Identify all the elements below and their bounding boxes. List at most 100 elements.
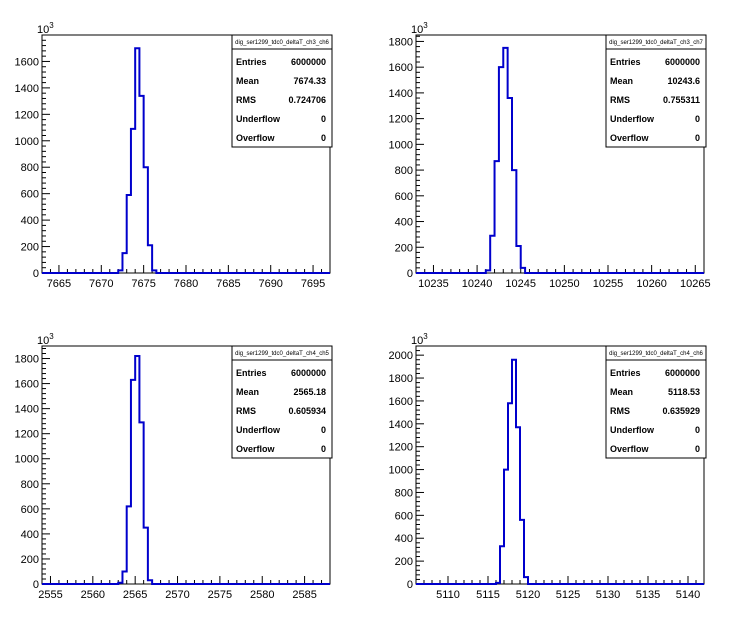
- stats-value: 0.605934: [288, 406, 326, 416]
- stats-label: RMS: [236, 95, 256, 105]
- y-tick-label: 1800: [15, 354, 39, 366]
- x-tick-label: 2585: [292, 589, 316, 601]
- y-tick-label: 800: [21, 479, 39, 491]
- y-tick-label: 800: [21, 162, 39, 174]
- stats-title: dig_ser1299_tdc0_deltaT_ch3_ch7: [609, 40, 703, 46]
- stats-label: Underflow: [610, 114, 655, 124]
- y-tick-label: 400: [395, 217, 413, 229]
- y-tick-label: 0: [33, 579, 39, 591]
- stats-label: Underflow: [236, 114, 281, 124]
- x-tick-label: 2555: [38, 589, 62, 601]
- stats-value: 0: [695, 114, 700, 124]
- y-tick-label: 600: [21, 189, 39, 201]
- stats-value: 6000000: [665, 57, 700, 67]
- x-tick-label: 2580: [250, 589, 274, 601]
- stats-value: 2565.18: [293, 387, 326, 397]
- histogram-panel-1: 7665 7670 7675 7680 7685 7690 7695 0 200 400 600 80…: [15, 21, 333, 290]
- x-tick-label: 10245: [505, 278, 536, 290]
- y-tick-label: 1200: [389, 114, 413, 126]
- x-tick-label: 7670: [89, 278, 113, 290]
- y-tick-label: 1400: [389, 88, 413, 100]
- stats-value: 0: [321, 444, 326, 454]
- y-tick-label: 600: [21, 504, 39, 516]
- y-tick-label: 1400: [15, 83, 39, 95]
- y-tick-label: 1400: [389, 419, 413, 431]
- y-tick-label: 200: [395, 556, 413, 568]
- stats-title: dig_ser1299_tdc0_deltaT_ch4_ch5: [235, 351, 329, 357]
- stats-label: Mean: [236, 387, 259, 397]
- y-tick-label: 400: [395, 533, 413, 545]
- y-tick-label: 1800: [389, 36, 413, 48]
- stats-value: 0: [695, 444, 700, 454]
- x-tick-label: 7675: [131, 278, 155, 290]
- y-multiplier-label: 103: [37, 21, 54, 36]
- stats-box: [605, 34, 707, 148]
- y-tick-label: 0: [407, 579, 413, 591]
- y-tick-label: 1600: [15, 56, 39, 68]
- stats-label: Underflow: [236, 425, 281, 435]
- x-tick-label: 5135: [636, 589, 660, 601]
- x-tick-label: 7690: [258, 278, 282, 290]
- stats-value: 6000000: [291, 57, 326, 67]
- y-tick-label: 1200: [389, 442, 413, 454]
- y-tick-label: 2000: [389, 350, 413, 362]
- x-tick-label: 10255: [593, 278, 624, 290]
- stats-label: Entries: [610, 57, 641, 67]
- histogram-series-line: [416, 358, 704, 585]
- stats-value: 0: [321, 114, 326, 124]
- histogram-series-line: [42, 355, 330, 585]
- stats-label: RMS: [610, 95, 630, 105]
- y-tick-label: 400: [21, 215, 39, 227]
- stats-box: [231, 345, 333, 459]
- stats-value: 0.724706: [288, 95, 326, 105]
- y-tick-label: 1400: [15, 404, 39, 416]
- stats-value: 0: [321, 425, 326, 435]
- stats-label: Entries: [610, 368, 641, 378]
- x-tick-label: 5115: [476, 589, 500, 601]
- x-tick-label: 2570: [165, 589, 189, 601]
- y-tick-label: 1800: [389, 373, 413, 385]
- stats-label: Overflow: [610, 444, 650, 454]
- y-multiplier-label: 103: [37, 332, 54, 347]
- x-tick-label: 7685: [216, 278, 240, 290]
- stats-value: 6000000: [291, 368, 326, 378]
- stats-value: 0: [695, 425, 700, 435]
- x-tick-label: 7665: [47, 278, 71, 290]
- y-tick-label: 1000: [15, 454, 39, 466]
- x-tick-label: 2575: [208, 589, 232, 601]
- stats-label: Entries: [236, 57, 267, 67]
- x-tick-label: 5125: [556, 589, 580, 601]
- stats-value: 0: [321, 133, 326, 143]
- histogram-panel-4: 5110 5115 5120 5125 5130 5135 5140 0 200 400 600 80…: [389, 332, 707, 601]
- y-tick-label: 200: [395, 242, 413, 254]
- y-tick-label: 1000: [15, 136, 39, 148]
- stats-value: 6000000: [665, 368, 700, 378]
- stats-title: dig_ser1299_tdc0_deltaT_ch3_ch6: [235, 40, 329, 46]
- x-tick-label: 10265: [680, 278, 711, 290]
- stats-label: Mean: [236, 76, 259, 86]
- x-tick-label: 7695: [301, 278, 325, 290]
- stats-label: RMS: [236, 406, 256, 416]
- x-tick-label: 10240: [462, 278, 493, 290]
- x-tick-label: 7680: [174, 278, 198, 290]
- y-tick-label: 200: [21, 554, 39, 566]
- y-tick-label: 800: [395, 165, 413, 177]
- histogram-panel-2: 10235 10240 10245 10250 10255 10260 10265 0 200 4…: [389, 21, 711, 290]
- histogram-series-line: [42, 47, 330, 274]
- x-tick-label: 2560: [81, 589, 105, 601]
- y-multiplier-label: 103: [411, 332, 428, 347]
- y-tick-label: 600: [395, 510, 413, 522]
- y-tick-label: 1600: [15, 379, 39, 391]
- histogram-panel-3: 2555 2560 2565 2570 2575 2580 2585 0 200 400 600 80…: [15, 332, 333, 601]
- x-tick-label: 2565: [123, 589, 147, 601]
- y-tick-label: 1000: [389, 465, 413, 477]
- y-tick-label: 1200: [15, 429, 39, 441]
- stats-label: RMS: [610, 406, 630, 416]
- y-tick-label: 0: [407, 268, 413, 280]
- stats-value: 5118.53: [668, 387, 700, 397]
- stats-value: 0: [695, 133, 700, 143]
- stats-box: [605, 345, 707, 459]
- stats-value: 0.635929: [662, 406, 700, 416]
- stats-value: 0.755311: [663, 95, 700, 105]
